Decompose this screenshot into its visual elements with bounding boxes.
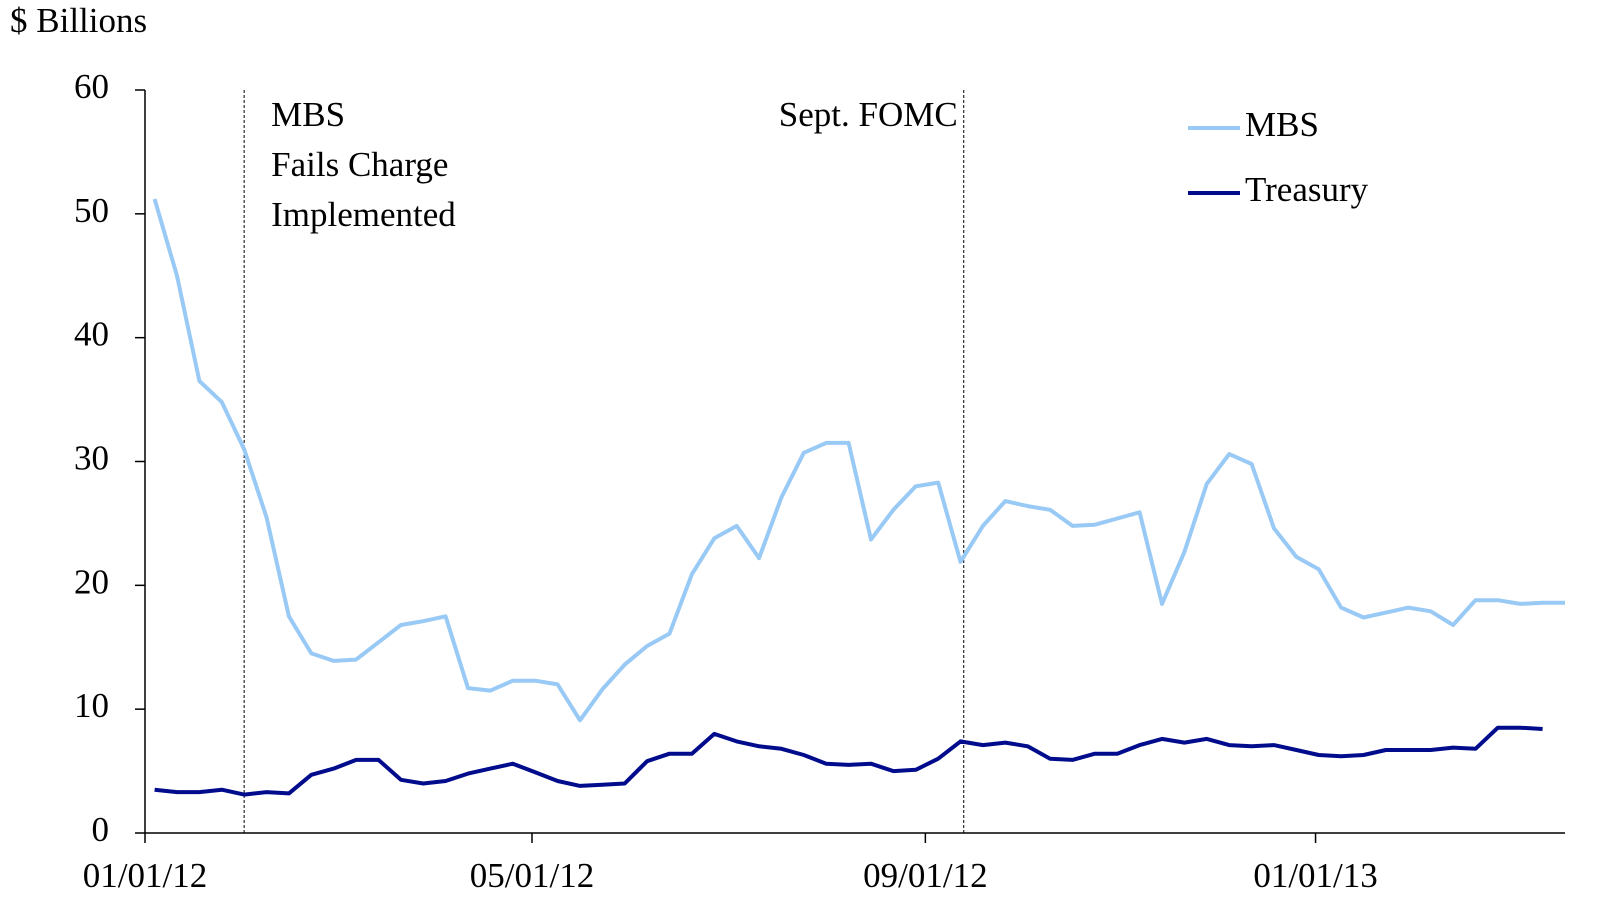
x-tick-label: 09/01/12 xyxy=(863,856,987,895)
y-axis-label: $ Billions xyxy=(10,1,147,40)
y-tick-label: 0 xyxy=(92,810,110,849)
annotation: MBS xyxy=(271,95,345,134)
y-tick-label: 40 xyxy=(74,315,109,354)
legend-label: Treasury xyxy=(1245,170,1369,209)
x-tick-label: 01/01/13 xyxy=(1253,856,1377,895)
y-tick-label: 10 xyxy=(74,686,109,725)
y-tick-label: 30 xyxy=(74,439,109,478)
x-tick-label: 05/01/12 xyxy=(470,856,594,895)
annotation: Fails Charge xyxy=(271,145,448,184)
series-line xyxy=(154,725,1543,797)
x-tick-label: 01/01/12 xyxy=(83,856,207,895)
y-tick-label: 60 xyxy=(74,67,109,106)
series-line xyxy=(152,198,1565,723)
y-tick-label: 20 xyxy=(74,562,109,601)
legend-label: MBS xyxy=(1245,105,1319,144)
y-tick-label: 50 xyxy=(74,191,109,230)
annotation: Implemented xyxy=(271,195,456,234)
annotation: Sept. FOMC xyxy=(779,95,958,134)
